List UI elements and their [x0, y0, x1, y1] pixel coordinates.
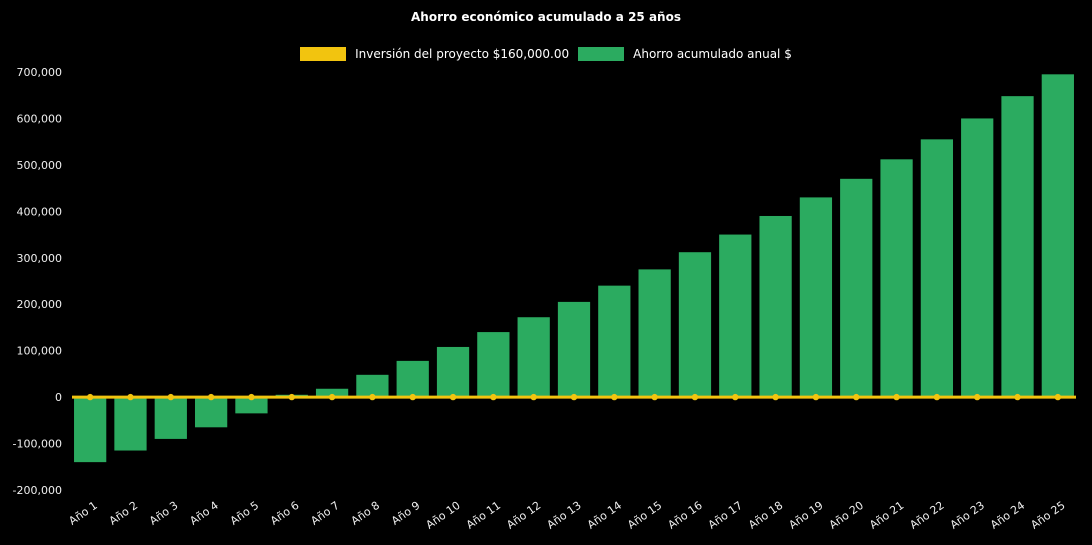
x-tick-label: Año 18: [746, 499, 785, 532]
y-tick-label: 300,000: [17, 252, 63, 265]
bar-año-1: [74, 397, 107, 463]
investment-line-marker: [369, 393, 376, 401]
investment-line-marker: [409, 393, 416, 401]
investment-line-marker: [288, 393, 295, 401]
legend-swatch-investment: [300, 47, 347, 61]
x-tick-label: Año 3: [147, 499, 180, 528]
bar-año-13: [557, 301, 591, 398]
investment-line-marker: [449, 393, 457, 401]
bar-año-3: [154, 397, 187, 439]
investment-line-marker: [812, 393, 820, 401]
x-tick-label: Año 8: [349, 499, 382, 528]
investment-line-marker: [530, 393, 537, 401]
x-tick-label: Año 25: [1028, 499, 1067, 532]
investment-line-marker: [772, 393, 779, 401]
investment-line-marker: [167, 393, 174, 401]
bar-año-5: [235, 397, 268, 414]
bar-año-25: [1041, 74, 1074, 398]
x-tick-label: Año 10: [424, 499, 463, 532]
bar-año-7: [315, 388, 349, 398]
investment-line-marker: [611, 393, 618, 401]
x-tick-label: Año 5: [228, 499, 261, 528]
x-tick-label: Año 11: [464, 499, 503, 532]
investment-line-marker: [933, 393, 941, 401]
chart-legend: Inversión del proyecto $160,000.00 Ahorr…: [0, 47, 1092, 61]
bar-año-17: [719, 234, 752, 398]
chart-title: Ahorro económico acumulado a 25 años: [411, 10, 681, 24]
y-tick-label: -100,000: [13, 438, 62, 451]
bar-año-15: [638, 269, 671, 398]
bar-año-18: [759, 215, 792, 398]
x-tick-label: Año 7: [308, 499, 341, 528]
x-tick-label: Año 13: [545, 499, 584, 532]
y-tick-label: 700,000: [17, 66, 63, 79]
x-tick-label: Año 2: [107, 499, 140, 528]
investment-line-marker: [974, 393, 981, 401]
investment-line-marker: [853, 393, 860, 401]
x-tick-label: Año 4: [187, 499, 220, 528]
bar-año-23: [961, 118, 994, 398]
y-tick-label: 500,000: [17, 159, 63, 172]
investment-line-marker: [570, 393, 578, 401]
investment-line-marker: [207, 393, 215, 401]
bar-año-4: [194, 397, 228, 428]
y-tick-label: 600,000: [17, 112, 63, 125]
bar-año-8: [356, 374, 389, 398]
investment-line-marker: [1014, 393, 1021, 401]
x-tick-label: Año 14: [585, 499, 624, 532]
investment-line-marker: [328, 393, 336, 401]
y-tick-label: 100,000: [17, 345, 63, 358]
bar-año-20: [840, 178, 873, 398]
investment-line-marker: [86, 393, 94, 401]
x-tick-label: Año 9: [389, 499, 422, 528]
bar-año-21: [880, 159, 913, 398]
bar-año-11: [477, 332, 510, 398]
bar-año-14: [598, 285, 631, 398]
investment-line-marker: [1054, 393, 1062, 401]
bar-año-24: [1001, 96, 1034, 398]
x-tick-label: Año 1: [66, 499, 99, 528]
legend-swatch-savings: [578, 47, 625, 61]
x-tick-label: Año 23: [948, 499, 987, 532]
x-tick-label: Año 16: [665, 499, 704, 532]
bar-año-16: [678, 252, 712, 398]
bar-año-10: [436, 346, 470, 398]
x-tick-label: Año 20: [827, 499, 866, 532]
investment-line-marker: [127, 393, 134, 401]
x-tick-label: Año 21: [867, 499, 906, 532]
x-tick-label: Año 17: [706, 499, 745, 532]
investment-line-marker: [248, 393, 255, 401]
x-tick-label: Año 6: [268, 499, 301, 528]
legend-label-investment: Inversión del proyecto $160,000.00: [355, 47, 570, 61]
investment-line-marker: [651, 393, 658, 401]
bar-año-12: [517, 317, 550, 398]
y-tick-label: 200,000: [17, 298, 63, 311]
x-tick-label: Año 12: [504, 499, 543, 532]
bar-año-2: [114, 397, 147, 451]
bar-año-22: [920, 139, 954, 398]
y-tick-label: -200,000: [13, 484, 62, 497]
bar-año-19: [799, 197, 833, 398]
bar-año-9: [396, 360, 429, 398]
y-tick-label: 0: [55, 391, 62, 404]
investment-line-marker: [691, 393, 699, 401]
investment-line-marker: [490, 393, 497, 401]
y-tick-label: 400,000: [17, 205, 63, 218]
x-tick-label: Año 15: [625, 499, 664, 532]
x-tick-label: Año 24: [988, 499, 1027, 532]
investment-line-marker: [732, 393, 739, 401]
investment-line-marker: [893, 393, 900, 401]
x-tick-label: Año 19: [786, 499, 825, 532]
x-tick-label: Año 22: [907, 499, 946, 532]
legend-label-savings: Ahorro acumulado anual $: [633, 47, 792, 61]
